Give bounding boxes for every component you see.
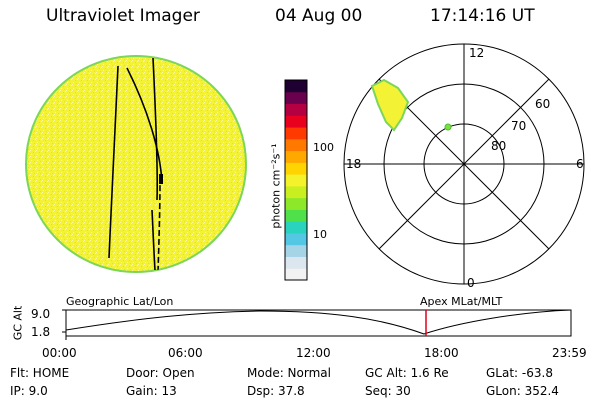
x-tick-1200: 12:00: [296, 346, 331, 360]
auroral-spot: [444, 123, 452, 131]
y-tick-1-8: 1.8: [31, 325, 51, 339]
colorbar-segment: [285, 115, 307, 128]
seq-status: Seq: 30: [365, 384, 411, 398]
observation-time: 17:14:16 UT: [430, 6, 535, 26]
colorbar-segment: [285, 268, 307, 281]
lat-label-70: 70: [511, 119, 527, 133]
colorbar-segment: [285, 256, 307, 269]
mlt-label-18: 18: [346, 157, 362, 171]
mlt-label-6: 6: [576, 157, 584, 171]
colorbar-segment: [285, 221, 307, 234]
colorbar-segment: [285, 244, 307, 257]
colorbar-segment: [285, 162, 307, 175]
lat-label-60: 60: [535, 97, 551, 111]
colorbar-segment: [285, 103, 307, 116]
x-tick-2359: 23:59: [552, 346, 587, 360]
flt-status: Flt: HOME: [10, 366, 70, 380]
dsp-status: Dsp: 37.8: [247, 384, 305, 398]
mode-status: Mode: Normal: [247, 366, 331, 380]
glon-status: GLon: 352.4: [486, 384, 559, 398]
mlt-label-0: 0: [467, 276, 475, 290]
instrument-title: Ultraviolet Imager: [46, 6, 200, 26]
colorbar: [284, 79, 308, 281]
colorbar-tick-100: 100: [313, 141, 334, 154]
x-tick-0600: 06:00: [168, 346, 203, 360]
glat-status: GLat: -63.8: [486, 366, 553, 380]
colorbar-segment: [285, 174, 307, 187]
colorbar-segment: [285, 127, 307, 140]
colorbar-segment: [285, 232, 307, 246]
colorbar-segment: [285, 209, 307, 222]
colorbar-segment: [285, 91, 307, 105]
y-tick-9: 9.0: [31, 307, 51, 321]
colorbar-segment: [285, 150, 307, 163]
x-tick-0000: 00:00: [42, 346, 77, 360]
x-tick-1800: 18:00: [424, 346, 459, 360]
mlt-label-12: 12: [469, 46, 485, 60]
colorbar-segment: [285, 80, 307, 93]
colorbar-segment: [285, 197, 307, 210]
timeline-right-label: Apex MLat/MLT: [420, 295, 503, 308]
gain-status: Gain: 13: [126, 384, 177, 398]
door-status: Door: Open: [126, 366, 195, 380]
colorbar-segment: [285, 138, 307, 152]
colorbar-border: [284, 79, 308, 281]
auroral-blob: [370, 78, 410, 132]
observation-date: 04 Aug 00: [275, 6, 363, 26]
gc-alt-status: GC Alt: 1.6 Re: [365, 366, 449, 380]
colorbar-segment: [285, 185, 307, 199]
lat-label-80: 80: [491, 139, 507, 153]
timeline-left-label: Geographic Lat/Lon: [66, 295, 174, 308]
colorbar-tick-10: 10: [313, 228, 327, 241]
ip-status: IP: 9.0: [10, 384, 48, 398]
